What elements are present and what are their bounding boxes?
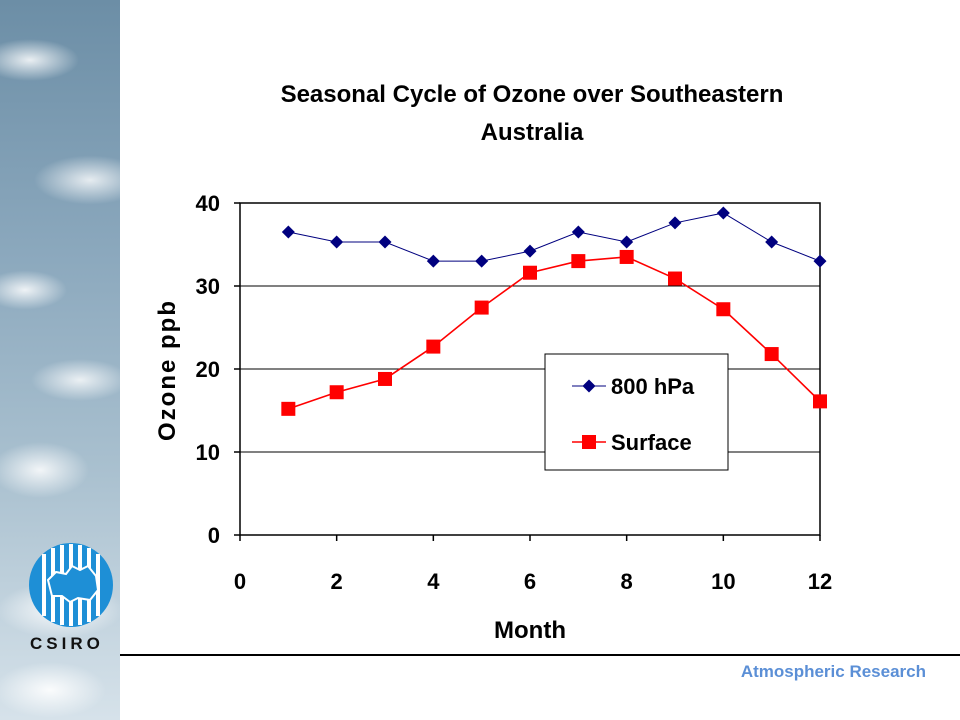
data-point-800-hpa bbox=[426, 254, 440, 268]
data-point-surface bbox=[474, 300, 489, 315]
csiro-logo-icon bbox=[29, 543, 113, 627]
y-tick-label: 10 bbox=[196, 440, 220, 465]
legend-label-800hpa: 800 hPa bbox=[611, 374, 695, 399]
data-point-surface bbox=[619, 249, 634, 264]
chart-title-line-1: Seasonal Cycle of Ozone over Southeaster… bbox=[281, 81, 784, 108]
legend-box bbox=[544, 353, 729, 471]
data-point-surface bbox=[329, 385, 344, 400]
y-tick-label: 30 bbox=[196, 274, 220, 299]
x-tick-label: 4 bbox=[427, 569, 440, 594]
data-point-800-hpa bbox=[620, 235, 634, 249]
data-point-800-hpa bbox=[475, 254, 489, 268]
x-tick-label: 8 bbox=[621, 569, 633, 594]
data-point-surface bbox=[813, 394, 827, 409]
csiro-logo-text: CSIRO bbox=[30, 634, 104, 653]
legend-marker-surface bbox=[582, 435, 596, 449]
series-line-surface bbox=[288, 256, 821, 410]
series-line-800-hpa bbox=[288, 212, 821, 262]
footer-divider bbox=[120, 654, 960, 656]
data-point-800-hpa bbox=[281, 225, 295, 239]
data-point-surface bbox=[378, 371, 392, 386]
data-point-800-hpa bbox=[668, 216, 682, 230]
data-point-800-hpa bbox=[765, 235, 779, 249]
data-point-surface bbox=[523, 265, 537, 280]
x-tick-label: 12 bbox=[808, 569, 832, 594]
data-point-surface bbox=[571, 254, 586, 269]
y-tick-label: 20 bbox=[196, 357, 220, 382]
data-point-800-hpa bbox=[330, 235, 344, 249]
data-point-800-hpa bbox=[523, 244, 537, 258]
data-point-surface bbox=[281, 401, 296, 416]
data-point-surface bbox=[764, 347, 779, 362]
legend-label-surface: Surface bbox=[611, 430, 692, 455]
x-tick-label: 0 bbox=[234, 569, 246, 594]
x-tick-label: 10 bbox=[711, 569, 735, 594]
data-point-800-hpa bbox=[716, 206, 730, 220]
footer-text: Atmospheric Research bbox=[740, 662, 926, 681]
axis-ticks: 0 10 20 30 40 0 2 4 6 8 10 12 bbox=[196, 191, 833, 594]
data-point-surface bbox=[426, 339, 441, 354]
data-point-surface bbox=[668, 271, 682, 286]
y-axis-label: Ozone ppb bbox=[154, 299, 181, 441]
data-point-800-hpa bbox=[813, 254, 827, 268]
x-tick-label: 2 bbox=[331, 569, 343, 594]
data-point-surface bbox=[716, 302, 731, 317]
y-tick-label: 40 bbox=[196, 191, 220, 216]
legend-marker-800-hpa bbox=[582, 379, 596, 393]
legend: 800 hPa Surface bbox=[544, 353, 729, 471]
x-axis-label: Month bbox=[494, 617, 566, 644]
data-series bbox=[281, 206, 827, 416]
gridlines bbox=[240, 285, 820, 453]
data-point-800-hpa bbox=[378, 235, 392, 249]
x-tick-label: 6 bbox=[524, 569, 536, 594]
chart-title-line-2: Australia bbox=[481, 119, 584, 146]
y-tick-label: 0 bbox=[208, 523, 220, 548]
data-point-800-hpa bbox=[571, 225, 585, 239]
